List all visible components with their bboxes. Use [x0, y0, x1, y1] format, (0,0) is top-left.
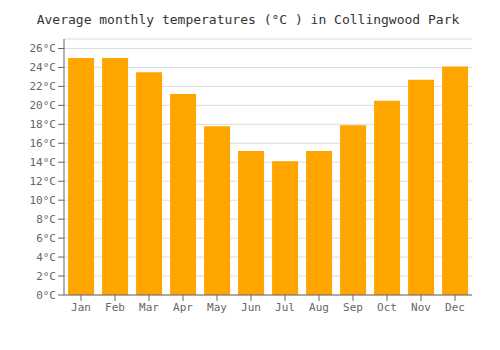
svg-text:Nov: Nov — [411, 301, 431, 314]
svg-text:May: May — [207, 301, 227, 314]
svg-text:16°C: 16°C — [30, 137, 57, 150]
svg-text:14°C: 14°C — [30, 156, 57, 169]
svg-text:Oct: Oct — [377, 301, 397, 314]
svg-text:Sep: Sep — [343, 301, 363, 314]
svg-text:10°C: 10°C — [30, 194, 57, 207]
svg-text:20°C: 20°C — [30, 99, 57, 112]
svg-text:6°C: 6°C — [36, 232, 56, 245]
svg-text:4°C: 4°C — [36, 251, 56, 264]
svg-text:18°C: 18°C — [30, 118, 57, 131]
svg-text:Dec: Dec — [445, 301, 465, 314]
svg-text:24°C: 24°C — [30, 61, 57, 74]
svg-text:Aug: Aug — [309, 301, 329, 314]
svg-text:8°C: 8°C — [36, 213, 56, 226]
svg-text:2°C: 2°C — [36, 270, 56, 283]
svg-text:Apr: Apr — [173, 301, 193, 314]
svg-text:12°C: 12°C — [30, 175, 57, 188]
svg-text:26°C: 26°C — [30, 42, 57, 55]
svg-text:22°C: 22°C — [30, 80, 57, 93]
svg-text:Jun: Jun — [241, 301, 261, 314]
svg-text:Mar: Mar — [139, 301, 159, 314]
svg-text:Jan: Jan — [71, 301, 91, 314]
svg-text:0°C: 0°C — [36, 289, 56, 302]
svg-text:Jul: Jul — [275, 301, 295, 314]
svg-text:Feb: Feb — [105, 301, 125, 314]
html-text:Average monthly temperatures (: Average monthly temperatures (°C ) in Co… — [36, 12, 460, 27]
